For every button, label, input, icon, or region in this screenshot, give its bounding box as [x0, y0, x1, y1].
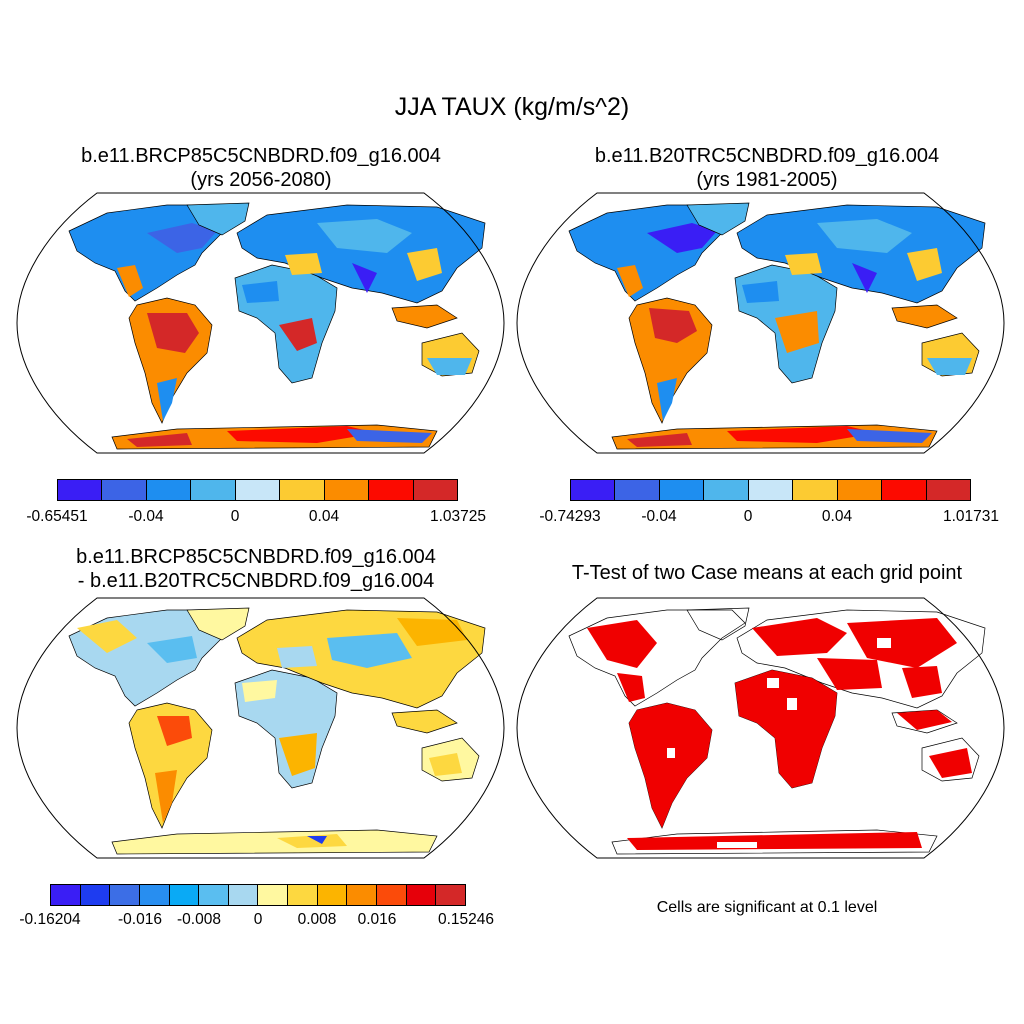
colorbar-swatch [280, 480, 325, 500]
colorbar-case1-label: -0.04 [128, 508, 164, 525]
colorbar-difference-label: -0.016 [118, 911, 162, 928]
map-difference [16, 597, 505, 859]
significance-note: Cells are significant at 0.1 level [656, 899, 878, 916]
colorbar-swatch [146, 480, 192, 500]
colorbar-difference [50, 884, 466, 906]
map-ttest-outline [516, 597, 1005, 859]
panel-title-difference-line1: b.e11.BRCP85C5CNBDRD.f09_g16.004 [76, 546, 436, 568]
colorbar-swatch [926, 480, 970, 500]
colorbar-swatch [369, 480, 414, 500]
colorbar-difference-label: 0 [253, 911, 263, 928]
colorbar-swatch [793, 480, 838, 500]
colorbar-swatch [110, 885, 140, 905]
colorbar-swatch [659, 480, 705, 500]
colorbar-swatch [704, 480, 749, 500]
colorbar-swatch [837, 480, 883, 500]
colorbar-difference-label: -0.16204 [19, 911, 81, 928]
colorbar-swatch [169, 885, 200, 905]
colorbar-swatch [199, 885, 229, 905]
maritime-continent [891, 709, 958, 734]
north-america [568, 609, 746, 707]
colorbar-swatch [882, 480, 927, 500]
panel-title-ttest: T-Test of two Case means at each grid po… [571, 562, 963, 584]
panel-title-case1: b.e11.BRCP85C5CNBDRD.f09_g16.004 (yrs 20… [20, 144, 502, 192]
map-case2-land [568, 202, 986, 450]
colorbar-case1-label: 1.03725 [429, 508, 487, 525]
colorbar-swatch [80, 885, 111, 905]
colorbar-case1-label: -0.65451 [26, 508, 88, 525]
maritime-continent [391, 304, 458, 329]
colorbar-case2-label: -0.74293 [539, 508, 601, 525]
colorbar-swatch [228, 885, 259, 905]
colorbar-swatch [58, 480, 103, 500]
colorbar-case2-label: 1.01731 [942, 508, 1000, 525]
colorbar-difference-label: 0.016 [357, 911, 397, 928]
colorbar-swatch [324, 480, 370, 500]
colorbar-swatch [748, 480, 794, 500]
maritime-continent [891, 304, 958, 329]
panel-title-case2-line1: b.e11.B20TRC5CNBDRD.f09_g16.004 [594, 145, 940, 167]
maritime-continent [391, 709, 458, 734]
colorbar-swatch [258, 885, 289, 905]
map-difference-outline [16, 597, 505, 859]
colorbar-difference-label: -0.008 [177, 911, 221, 928]
greenland [186, 607, 250, 641]
map-difference-land [68, 607, 486, 855]
colorbar-swatch [347, 885, 378, 905]
colorbar-swatch [235, 480, 281, 500]
map-case1-outline [16, 192, 505, 454]
panel-title-case2-years: (yrs 1981-2005) [696, 169, 838, 191]
colorbar-swatch [377, 885, 407, 905]
map-case1-land [68, 202, 486, 450]
colorbar-swatch [288, 885, 318, 905]
colorbar-swatch [139, 885, 170, 905]
greenland [186, 202, 250, 236]
colorbar-swatch [51, 885, 81, 905]
colorbar-case1 [57, 479, 458, 501]
colorbar-swatch [615, 480, 660, 500]
panel-title-case2: b.e11.B20TRC5CNBDRD.f09_g16.004 (yrs 198… [512, 144, 1022, 192]
greenland [686, 607, 750, 641]
map-ttest [516, 597, 1005, 859]
map-case2-outline [516, 192, 1005, 454]
australia [921, 737, 980, 782]
panel-title-case1-line1: b.e11.BRCP85C5CNBDRD.f09_g16.004 [81, 145, 441, 167]
eurasia [736, 609, 986, 709]
colorbar-case2-label: 0.04 [821, 508, 853, 525]
panel-title-difference: b.e11.BRCP85C5CNBDRD.f09_g16.004 - b.e11… [0, 545, 512, 593]
colorbar-swatch [571, 480, 616, 500]
map-case1 [16, 192, 505, 454]
colorbar-case2-label: -0.04 [641, 508, 677, 525]
colorbar-case2-label: 0 [743, 508, 753, 525]
colorbar-swatch [436, 885, 465, 905]
panel-title-difference-line2: - b.e11.B20TRC5CNBDRD.f09_g16.004 [77, 570, 435, 592]
greenland [686, 202, 750, 236]
colorbar-swatch [102, 480, 147, 500]
colorbar-case1-label: 0.04 [308, 508, 340, 525]
colorbar-case2 [570, 479, 971, 501]
antarctica [111, 829, 438, 855]
colorbar-swatch [191, 480, 236, 500]
colorbar-swatch [406, 885, 437, 905]
panel-title-case1-years: (yrs 2056-2080) [190, 169, 332, 191]
main-title: JJA TAUX (kg/m/s^2) [394, 93, 630, 121]
colorbar-swatch [317, 885, 348, 905]
colorbar-swatch [413, 480, 457, 500]
colorbar-case1-label: 0 [230, 508, 240, 525]
map-case2 [516, 192, 1005, 454]
significant-cells [587, 618, 972, 850]
colorbar-difference-label: 0.15246 [437, 911, 495, 928]
colorbar-difference-label: 0.008 [297, 911, 337, 928]
